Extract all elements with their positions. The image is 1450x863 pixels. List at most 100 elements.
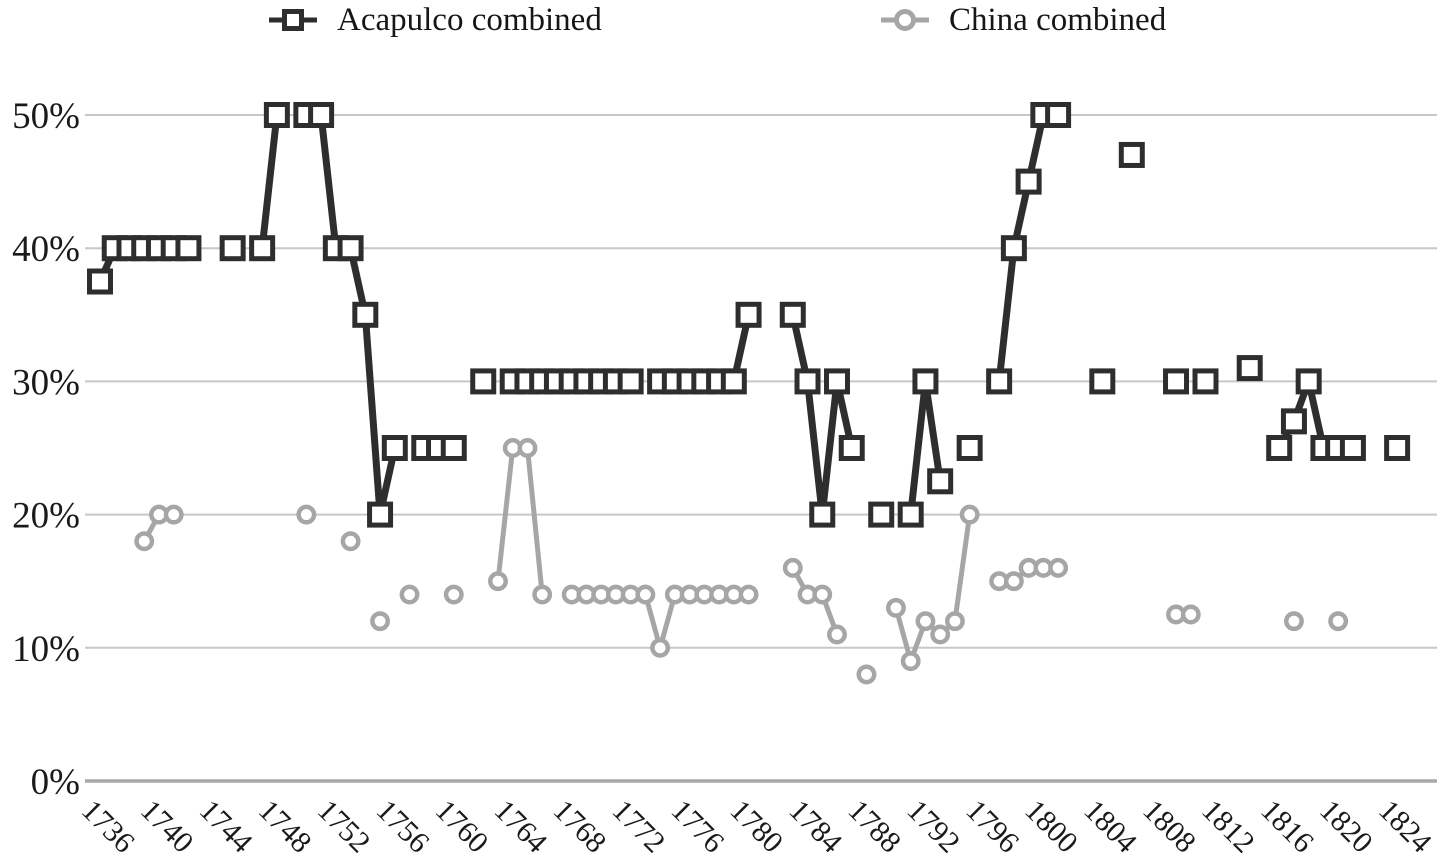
acapulco-data-point [1295,368,1322,395]
china-data-point [650,637,671,658]
china-data-point [827,624,847,645]
y-axis-tick-label: 40% [12,229,80,270]
legend-label: China combined [949,1,1167,38]
china-data-point [1180,604,1201,625]
china-data-point [1003,571,1024,592]
acapulco-line-segment [306,111,399,516]
acapulco-data-point [263,102,290,128]
china-data-point [944,611,965,632]
acapulco-data-point [1266,435,1293,461]
acapulco-data-point [470,368,497,395]
x-axis-tick-label: 1800 [1018,794,1084,860]
acapulco-line-segment [258,114,281,249]
china-data-point [959,504,980,525]
china-data-point [1048,557,1069,578]
acapulco-data-point [352,301,379,328]
china-data-point [635,584,656,605]
chart-legend: Acapulco combined China combined [0,0,1450,44]
x-axis-tick-label: 1780 [724,794,790,860]
china-data-point [370,611,391,632]
china-data-point [517,438,538,458]
circle-marker-icon [894,9,916,31]
acapulco-data-point [1192,368,1219,395]
acapulco-data-point [1163,368,1190,395]
x-axis-tick-label: 1788 [842,794,908,860]
x-axis-tick-label: 1744 [193,794,259,860]
acapulco-data-point [838,435,865,461]
x-axis-tick-label: 1736 [75,794,141,860]
acapulco-data-point [381,435,408,461]
china-data-point [738,584,759,605]
x-axis-tick-label: 1816 [1254,794,1320,860]
china-data-point [399,584,420,605]
acapulco-data-point [912,368,939,395]
china-data-point [930,624,951,645]
y-axis-tick-label: 50% [12,96,80,137]
china-data-point [163,504,184,525]
x-axis-tick-label: 1760 [429,794,495,860]
legend-item-acapulco-combined: Acapulco combined [269,0,602,40]
acapulco-data-point [1045,102,1072,128]
x-axis-tick-label: 1740 [134,794,200,860]
acapulco-data-point [219,235,246,262]
x-axis-tick-label: 1756 [370,794,436,860]
x-axis-tick-label: 1776 [665,794,731,860]
acapulco-data-point [87,268,113,295]
x-axis-tick-label: 1792 [900,794,966,860]
acapulco-data-point [956,435,983,461]
legend-label: Acapulco combined [337,1,602,38]
china-data-point [782,557,803,578]
acapulco-line-segment [789,314,856,515]
x-axis-tick-label: 1784 [783,794,849,860]
x-axis-tick-label: 1752 [311,794,377,860]
acapulco-data-point [367,501,394,528]
y-axis-tick-label: 10% [12,629,80,670]
acapulco-data-point [1000,235,1027,262]
acapulco-data-point [249,235,276,262]
china-data-point [296,504,317,525]
acapulco-data-point [337,235,364,262]
china-data-point [1328,611,1349,632]
acapulco-data-point [175,235,202,262]
acapulco-data-point [735,301,762,328]
china-data-point [340,531,361,552]
x-axis-tick-label: 1804 [1077,794,1143,860]
china-data-point [915,611,936,632]
x-axis-tick-label: 1772 [606,794,672,860]
y-axis-tick-label: 20% [12,496,80,537]
legend-line-sample [881,5,929,35]
acapulco-data-point [986,368,1013,395]
x-axis-tick-label: 1768 [547,794,613,860]
acapulco-data-point [794,368,821,395]
acapulco-data-point [1384,435,1411,461]
x-axis-tick-label: 1824 [1372,794,1438,860]
x-axis-tick-label: 1796 [959,794,1025,860]
china-data-point [1283,611,1304,632]
china-data-point [900,651,921,672]
acapulco-data-point [1280,408,1307,435]
y-axis-tick-label: 30% [12,362,80,403]
acapulco-data-point [1236,355,1263,382]
china-data-point [856,664,877,685]
acapulco-data-point [824,368,850,395]
china-data-point [532,584,553,605]
acapulco-line-segment [907,380,944,515]
y-axis-tick-label: 0% [31,762,80,803]
x-axis-tick-label: 1808 [1136,794,1202,860]
acapulco-data-point [440,435,467,461]
acapulco-data-point [897,501,924,528]
china-line-segment [495,445,545,595]
acapulco-data-point [779,301,806,328]
acapulco-data-point [1015,168,1042,195]
square-marker-icon [282,9,304,31]
china-data-point [134,531,155,552]
acapulco-data-point [720,368,747,395]
x-axis-tick-label: 1820 [1313,794,1379,860]
acapulco-data-point [809,501,836,528]
acapulco-data-point [1339,435,1366,461]
acapulco-data-point [1118,141,1145,168]
china-data-point [488,571,508,592]
acapulco-data-point [868,501,895,528]
x-axis-tick-label: 1812 [1195,794,1261,860]
